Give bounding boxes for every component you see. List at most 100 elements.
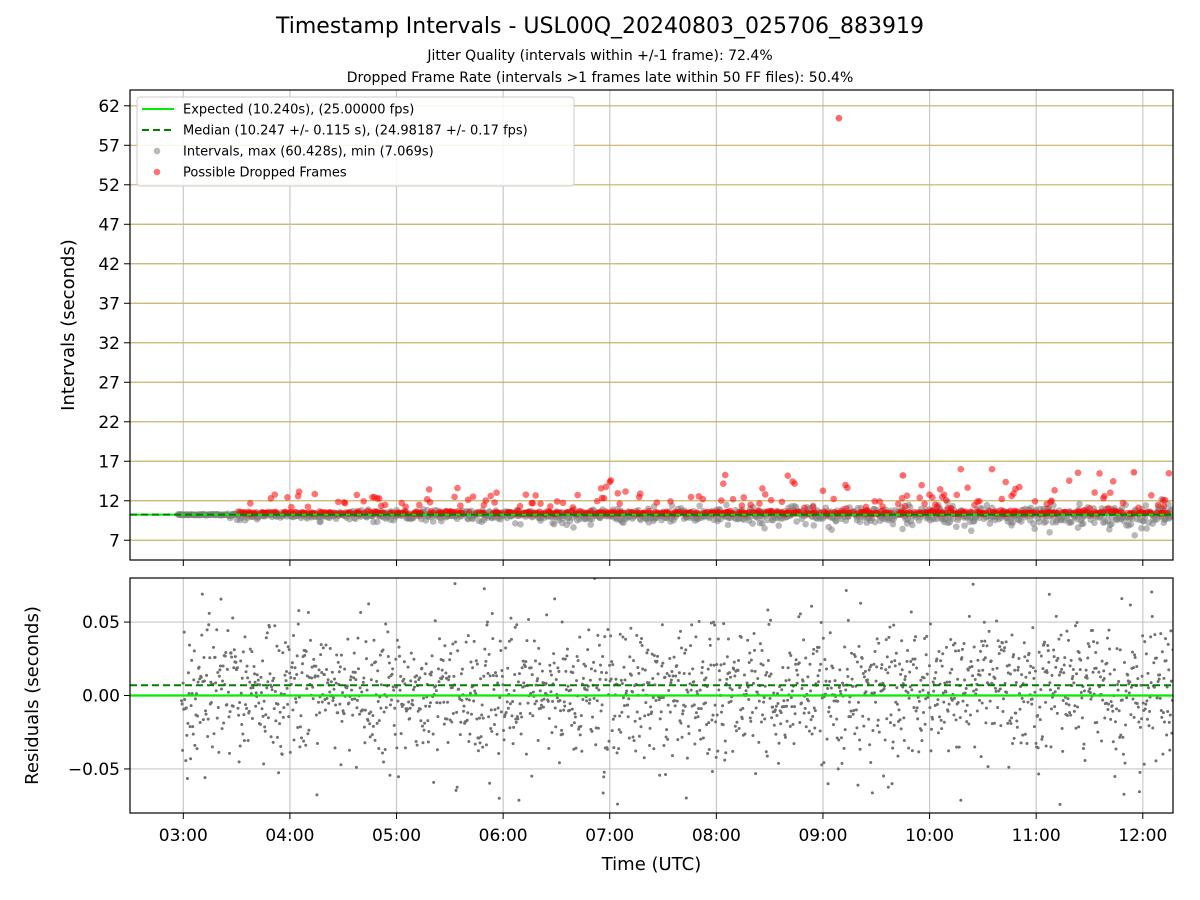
residual-point [1118, 735, 1122, 739]
residual-point [580, 749, 584, 753]
residual-point [381, 648, 385, 652]
residual-point [662, 743, 666, 747]
interval-point [570, 524, 577, 531]
residual-point [202, 679, 206, 683]
legend-label: Median (10.247 +/- 0.115 s), (24.98187 +… [183, 124, 528, 139]
residual-point [914, 635, 918, 639]
residual-point [1167, 668, 1171, 672]
residual-point [919, 678, 923, 682]
residual-point [967, 722, 971, 726]
residual-point [470, 712, 474, 716]
residual-point [252, 664, 256, 668]
residual-point [680, 735, 684, 739]
residual-point [1082, 742, 1086, 746]
residual-point [744, 689, 748, 693]
residual-point [753, 669, 757, 673]
dropped-frame-point [1109, 478, 1117, 485]
residual-point [840, 761, 844, 765]
residual-point [710, 718, 714, 722]
residual-point [1137, 790, 1141, 794]
residual-point [377, 719, 381, 723]
residual-point [273, 689, 277, 693]
residual-point [190, 692, 194, 696]
residual-point [369, 678, 373, 682]
residual-point [319, 653, 323, 657]
residual-point [612, 746, 616, 750]
dropped-frame-point [464, 496, 472, 504]
residual-point [879, 666, 883, 670]
residual-point [732, 660, 736, 664]
residual-point [347, 701, 351, 705]
residual-point [336, 660, 340, 664]
residual-point [1158, 696, 1162, 700]
residual-point [475, 717, 479, 721]
residual-point [838, 689, 842, 693]
residual-point [215, 628, 219, 632]
residual-point [386, 630, 390, 634]
dropped-frame-point [284, 494, 291, 501]
residual-point [643, 714, 647, 718]
residual-point [398, 654, 402, 658]
residual-point [1015, 725, 1019, 729]
residual-point [1141, 634, 1145, 638]
residual-point [611, 663, 615, 667]
residual-point [817, 645, 821, 649]
residual-point [709, 663, 713, 667]
legend-label: Possible Dropped Frames [183, 166, 347, 181]
residual-point [1079, 658, 1083, 662]
residual-point [1121, 735, 1125, 739]
residual-point [729, 699, 733, 703]
residual-point [231, 616, 235, 620]
residual-point [193, 743, 197, 747]
residual-point [717, 669, 721, 673]
residual-point [326, 681, 330, 685]
residual-point [277, 771, 281, 775]
interval-point [1108, 520, 1115, 528]
residual-point [672, 655, 676, 659]
residual-point [911, 657, 915, 661]
residual-point [882, 687, 886, 691]
residual-point [766, 658, 770, 662]
residual-point [863, 669, 867, 673]
residual-point [325, 667, 329, 671]
residual-point [410, 698, 414, 702]
residual-point [1117, 709, 1121, 713]
residual-point [974, 688, 978, 692]
residual-point [996, 639, 1000, 643]
residual-point [979, 649, 983, 653]
residual-point [1047, 592, 1051, 596]
residual-point [859, 665, 863, 669]
residual-point [1168, 713, 1172, 717]
residual-point [376, 669, 380, 673]
residual-point [708, 643, 712, 647]
residual-point [557, 761, 561, 765]
residual-point [1122, 661, 1126, 665]
residual-point [246, 738, 250, 742]
residual-point [853, 655, 857, 659]
dropped-frame-point [1074, 469, 1082, 477]
residual-point [1168, 748, 1172, 752]
residual-point [266, 716, 270, 720]
dropped-frame-point [756, 500, 763, 507]
residual-point [1037, 650, 1041, 654]
residual-point [724, 751, 728, 755]
residual-point [698, 688, 702, 692]
interval-point [1138, 524, 1145, 532]
residual-point [1033, 669, 1037, 673]
residual-point [750, 669, 754, 673]
residual-point [695, 689, 699, 693]
residual-point [861, 671, 865, 675]
residual-point [802, 638, 806, 642]
residual-point [350, 688, 354, 692]
residual-point [415, 674, 419, 678]
residual-point [374, 660, 378, 664]
residual-point [970, 664, 974, 668]
residual-point [427, 704, 431, 708]
residual-point [720, 710, 724, 714]
residual-point [200, 592, 204, 596]
residual-point [565, 647, 569, 651]
residual-point [810, 604, 814, 608]
residual-point [216, 671, 220, 675]
residual-point [592, 696, 596, 700]
residual-point [320, 700, 324, 704]
